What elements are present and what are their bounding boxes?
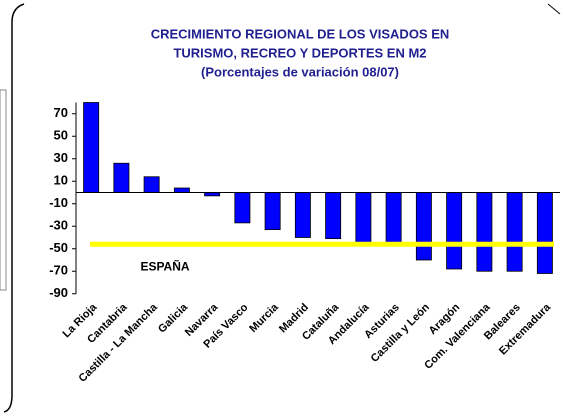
- y-tick-label: -10: [49, 195, 68, 210]
- y-tick-label: -30: [49, 218, 68, 233]
- side-box: [0, 89, 7, 291]
- bar: [385, 192, 402, 246]
- y-tick-label: 70: [54, 105, 68, 120]
- y-tick-label: 30: [54, 150, 68, 165]
- bar: [234, 192, 251, 224]
- chart-title: (Porcentajes de variación 08/07): [201, 64, 399, 79]
- bar: [476, 192, 493, 272]
- bar: [415, 192, 432, 261]
- bar: [83, 102, 100, 193]
- bar: [143, 176, 160, 193]
- frame-corner: [547, 3, 561, 15]
- bar: [294, 192, 311, 238]
- bar: [325, 192, 342, 240]
- y-tick-label: 10: [54, 173, 68, 188]
- y-tick-label: -90: [49, 285, 68, 300]
- bar: [446, 192, 463, 270]
- frame: [3, 3, 25, 413]
- bar: [264, 192, 281, 231]
- y-tick-label: -50: [49, 240, 68, 255]
- chart-title: CRECIMIENTO REGIONAL DE LOS VISADOS EN: [151, 26, 450, 41]
- bar: [355, 192, 372, 244]
- y-tick-label: -70: [49, 263, 68, 278]
- x-tick-label: Murcia: [247, 301, 281, 335]
- y-tick-label: 50: [54, 128, 68, 143]
- bar: [506, 192, 523, 272]
- reference-label: ESPAÑA: [140, 258, 189, 273]
- bar: [113, 162, 130, 193]
- chart-title: TURISMO, RECREO Y DEPORTES EN M2: [173, 45, 426, 60]
- bar: [204, 192, 221, 197]
- bar: [173, 187, 190, 193]
- bar: [536, 192, 553, 274]
